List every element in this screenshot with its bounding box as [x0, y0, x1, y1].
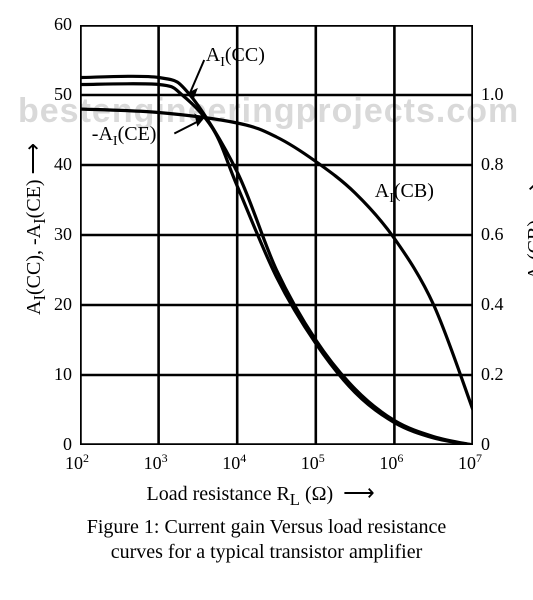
caption-line-2: curves for a typical transistor amplifie… — [111, 541, 423, 563]
tick-label: 40 — [32, 154, 72, 175]
tick-label: 0 — [481, 434, 490, 455]
x-axis-label: Load resistance RL (Ω) ⟶ — [147, 480, 375, 510]
y-right-axis-label: AI(CB) ⟶ — [521, 183, 533, 280]
tick-label: 0.2 — [481, 364, 504, 385]
plot-svg — [80, 25, 473, 445]
tick-label: 0 — [32, 434, 72, 455]
tick-label: 60 — [32, 14, 72, 35]
tick-label: 30 — [32, 224, 72, 245]
tick-label: 0.6 — [481, 224, 504, 245]
tick-label: 0.8 — [481, 154, 504, 175]
tick-label: 1.0 — [481, 84, 504, 105]
tick-label: 103 — [144, 451, 168, 474]
tick-label: 10 — [32, 364, 72, 385]
tick-label: 50 — [32, 84, 72, 105]
annotation-ai-cb: AI(CB) — [375, 180, 434, 207]
figure: bestengineeringprojects.com AI(CC) -AI(C… — [0, 0, 533, 600]
tick-label: 105 — [301, 451, 325, 474]
caption-line-1: Figure 1: Current gain Versus load resis… — [87, 516, 447, 538]
tick-label: 106 — [379, 451, 403, 474]
tick-label: 20 — [32, 294, 72, 315]
annotation-ai-cc: AI(CC) — [206, 44, 265, 71]
plot-area — [80, 25, 473, 445]
annotation-ai-ce: -AI(CE) — [92, 123, 157, 150]
tick-label: 107 — [458, 451, 482, 474]
tick-label: 0.4 — [481, 294, 504, 315]
figure-caption: Figure 1: Current gain Versus load resis… — [0, 515, 533, 565]
tick-label: 104 — [222, 451, 246, 474]
